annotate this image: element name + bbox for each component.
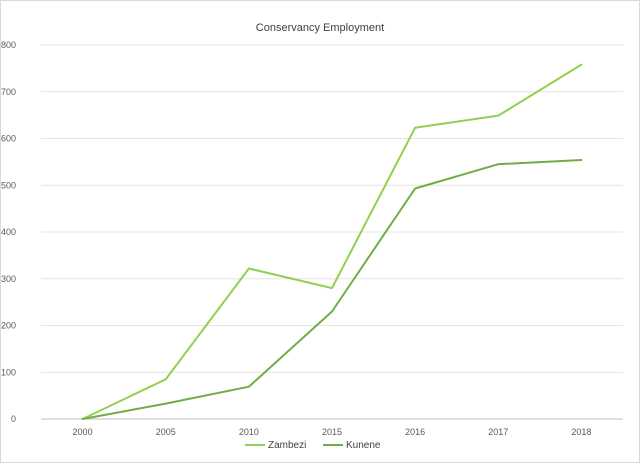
legend-label: Zambezi	[268, 440, 306, 451]
y-tick-label: 100	[1, 367, 16, 377]
gridlines	[41, 44, 623, 420]
y-tick-label: 500	[1, 180, 16, 190]
series-lines	[81, 63, 583, 420]
x-tick-label: 2016	[405, 427, 425, 437]
x-tick-label: 2018	[571, 427, 591, 437]
y-tick-label: 200	[1, 321, 16, 331]
series-line-zambezi	[81, 63, 583, 420]
y-tick-label: 400	[1, 227, 16, 237]
x-tick-label: 2010	[239, 427, 259, 437]
y-tick-label: 600	[1, 134, 16, 144]
x-tick-label: 2017	[488, 427, 508, 437]
x-axis-ticks: 2000 2005 2010 2015 2016 2017 2018	[73, 427, 592, 437]
y-tick-label: 800	[1, 40, 16, 50]
chart-title: Conservancy Employment	[256, 22, 384, 34]
y-axis-ticks: 0 100 200 300 400 500 600 700 800	[1, 40, 16, 424]
y-tick-label: 300	[1, 274, 16, 284]
y-tick-label: 0	[11, 414, 16, 424]
x-tick-label: 2000	[73, 427, 93, 437]
series-line-kunene	[81, 159, 583, 420]
legend: Zambezi Kunene	[245, 440, 381, 451]
legend-label: Kunene	[346, 440, 381, 451]
x-tick-label: 2015	[322, 427, 342, 437]
y-tick-label: 700	[1, 87, 16, 97]
x-tick-label: 2005	[156, 427, 176, 437]
